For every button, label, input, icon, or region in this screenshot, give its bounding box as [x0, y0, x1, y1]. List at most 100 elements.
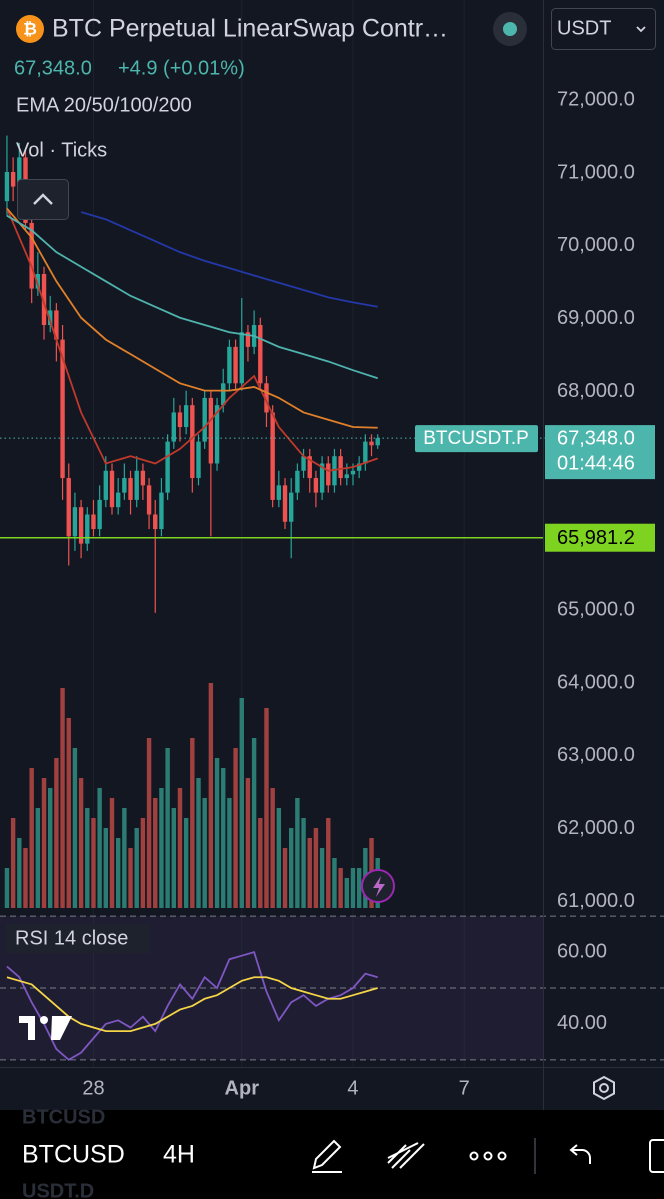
volume-bar: [326, 818, 331, 908]
volume-bar: [276, 808, 282, 908]
y-tick-label: 64,000.0: [557, 671, 635, 693]
candle-body: [258, 325, 263, 384]
candle-body: [233, 346, 238, 384]
candle-body: [72, 507, 78, 537]
candle-body: [159, 492, 164, 530]
volume-bar: [29, 768, 34, 908]
volume-bar: [264, 708, 269, 908]
y-tick-label: 69,000.0: [557, 307, 635, 329]
volume-bar: [245, 778, 251, 908]
candle-body: [221, 383, 226, 406]
watermark-symbol: BTCUSD: [22, 1106, 105, 1128]
candle-body: [264, 383, 269, 413]
candle-body: [356, 463, 362, 471]
settings-button[interactable]: [593, 1075, 615, 1101]
candle-body: [208, 397, 214, 464]
volume-bar: [202, 798, 207, 908]
volume-bar: [10, 818, 16, 908]
candle-body: [319, 463, 325, 493]
dot: [483, 1151, 493, 1161]
countdown-label: 01:44:46: [557, 452, 635, 474]
rsi-label: RSI 14 close: [15, 927, 128, 949]
more-button[interactable]: [469, 1151, 507, 1161]
candle-body: [128, 478, 133, 500]
candle-body: [227, 346, 232, 384]
candle-body: [276, 485, 282, 500]
volume-bar: [190, 738, 195, 908]
candle-body: [313, 478, 319, 493]
candle-body: [282, 485, 288, 522]
candle-body: [4, 171, 10, 202]
volume-bar: [115, 838, 121, 908]
rsi-label-bg: [6, 924, 150, 953]
lines-icon: [387, 1142, 425, 1169]
volume-bar: [270, 788, 275, 908]
candle-body: [29, 222, 34, 289]
candle-body: [60, 339, 65, 479]
candle-body: [270, 412, 275, 500]
candle-body: [369, 441, 374, 446]
quote-change: +4.9 (+0.01%): [118, 57, 245, 79]
volume-bar: [60, 688, 65, 908]
y-tick-label: 62,000.0: [557, 817, 635, 839]
volume-bar: [54, 758, 59, 908]
candle-body: [134, 470, 139, 500]
collapse-chevron: [33, 193, 53, 205]
candle-body: [344, 474, 350, 479]
candle-body: [165, 441, 170, 493]
candle-body: [146, 485, 152, 515]
volume-label: Vol · Ticks: [16, 139, 107, 161]
candle-body: [196, 441, 201, 479]
candle-body: [245, 332, 251, 347]
toolbar-symbol[interactable]: BTCUSD: [22, 1141, 125, 1169]
candle-body: [301, 456, 306, 471]
layout-button[interactable]: [649, 1139, 664, 1173]
candle-body: [307, 456, 312, 479]
last-price-label-bg: [545, 425, 655, 480]
volume-bar: [239, 698, 244, 908]
volume-bar: [251, 738, 257, 908]
volume-bar: [122, 808, 127, 908]
pen-icon: [312, 1139, 342, 1173]
candle-body: [153, 514, 158, 530]
dot: [497, 1151, 507, 1161]
candle-body: [190, 405, 195, 479]
currency-dropdown[interactable]: [551, 8, 656, 50]
candle-body: [363, 441, 368, 464]
collapse-button[interactable]: [17, 179, 69, 220]
candle-body: [85, 514, 90, 544]
candle-body: [140, 470, 146, 486]
volume-bar: [128, 848, 133, 908]
candle-body: [214, 405, 220, 464]
candle-body: [103, 470, 109, 500]
volume-bar: [350, 868, 356, 908]
volume-bar: [307, 838, 312, 908]
x-tick-label: 28: [82, 1077, 104, 1099]
volume-bar: [171, 808, 176, 908]
ema-line: [6, 207, 378, 429]
line-tool-button[interactable]: [387, 1142, 425, 1169]
candle-body: [10, 171, 16, 187]
bitcoin-icon: [16, 15, 44, 43]
candle-body: [350, 470, 356, 475]
volume-bar: [78, 778, 84, 908]
symbol-title: BTC Perpetual LinearSwap Contr…: [52, 15, 448, 43]
symbol-label-bg: [415, 425, 538, 453]
volume-bar: [85, 808, 90, 908]
volume-bar: [103, 828, 109, 908]
candle-body: [326, 463, 331, 486]
ema-line: [80, 211, 378, 308]
symbol-label: BTCUSDT.P: [423, 428, 529, 449]
volume-bar: [258, 818, 263, 908]
undo-button[interactable]: [569, 1144, 591, 1164]
lightning-icon: [373, 876, 385, 897]
y-tick-label: 61,000.0: [557, 890, 635, 912]
volume-bar: [221, 768, 226, 908]
quote-price: 67,348.0: [14, 57, 92, 79]
toolbar-interval[interactable]: 4H: [163, 1141, 195, 1169]
y-tick-label: 72,000.0: [557, 88, 635, 110]
volume-bar: [332, 858, 337, 908]
draw-tool-button[interactable]: [312, 1139, 342, 1173]
volume-bar: [183, 818, 189, 908]
